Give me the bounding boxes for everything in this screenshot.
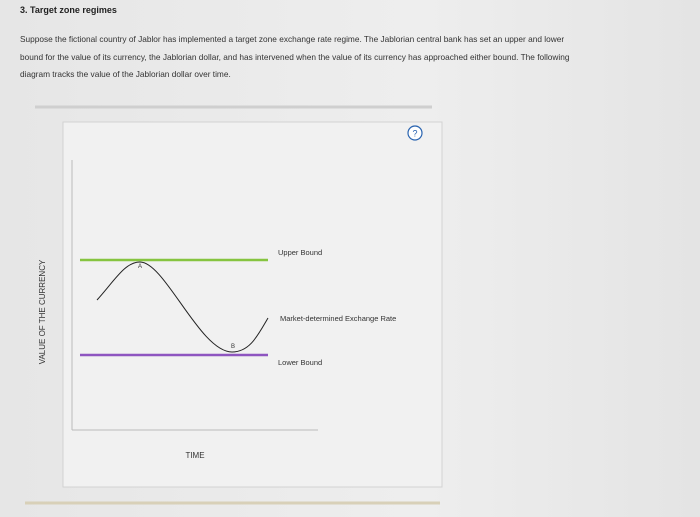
line-label: Market-determined Exchange Rate (280, 314, 396, 323)
help-button[interactable] (407, 125, 423, 141)
intro-line: bound for the value of its currency, the… (20, 51, 570, 62)
line-label: Lower Bound (278, 358, 322, 367)
point-label: B (231, 344, 235, 350)
line-label: Upper Bound (278, 248, 322, 257)
intro-line: Suppose the fictional country of Jablor … (20, 34, 565, 44)
exchange-rate-curve (96, 261, 269, 353)
y-axis-label: VALUE OF THE CURRENCY (38, 259, 47, 364)
intro-line: diagram tracks the value of the Jabloria… (20, 69, 231, 79)
question-title: 3. Target zone regimes (20, 5, 117, 15)
x-axis-label: TIME (185, 451, 204, 460)
help-icon[interactable]: ? (412, 129, 417, 139)
intro-text: Suppose the fictional country of Jablor … (20, 31, 569, 84)
point-label: A (138, 264, 142, 270)
panel (62, 121, 443, 488)
